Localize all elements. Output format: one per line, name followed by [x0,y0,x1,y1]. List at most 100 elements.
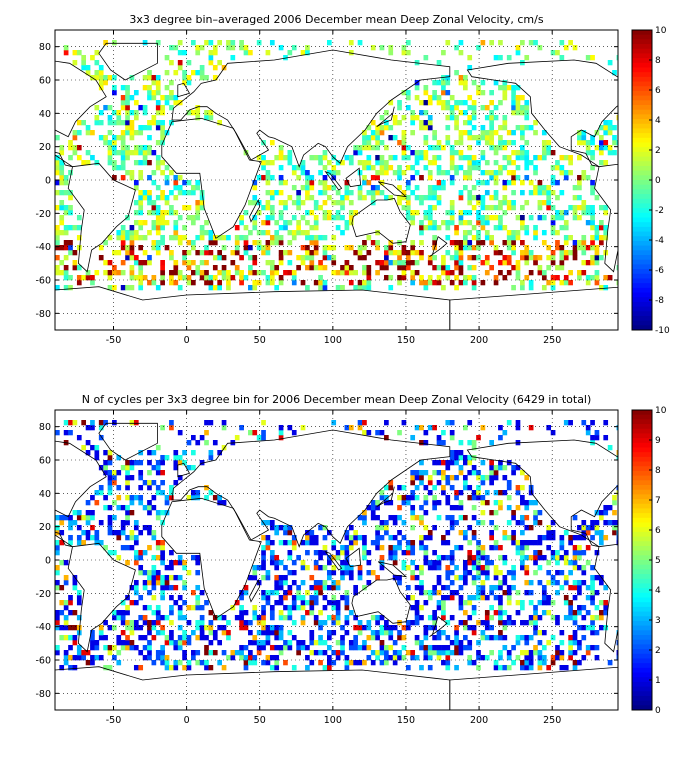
heatmap-cell [577,180,582,186]
heatmap-cell [423,485,429,491]
heatmap-cell [252,260,258,266]
heatmap-cell [186,205,192,211]
heatmap-cell [248,265,253,271]
heatmap-cell [432,220,437,226]
heatmap-cell [68,600,73,606]
heatmap-cell [533,255,538,261]
heatmap-cell [590,615,595,621]
heatmap-cell [449,505,455,511]
heatmap-cell [252,635,258,641]
heatmap-cell [520,660,525,666]
heatmap-cell [432,265,437,271]
heatmap-cell [458,545,464,551]
heatmap-cell [90,280,95,286]
heatmap-cell [432,505,437,511]
heatmap-cell [76,540,82,546]
heatmap-cell [498,620,503,626]
heatmap-cell [155,225,161,231]
heatmap-cell [559,665,565,671]
heatmap-cell [322,150,328,156]
heatmap-cell [265,250,271,256]
heatmap-cell [133,420,139,426]
heatmap-cell [563,575,569,581]
heatmap-cell [322,605,328,611]
heatmap-cell [585,205,591,211]
heatmap-cell [322,250,328,256]
heatmap-cell [112,285,117,291]
heatmap-cell [204,275,209,281]
heatmap-cell [379,535,385,541]
colorbar-segment [632,541,652,547]
heatmap-cell [577,245,582,251]
heatmap-cell [498,220,503,226]
heatmap-cell [423,90,429,96]
heatmap-cell [541,590,547,596]
heatmap-cell [340,560,345,566]
heatmap-cell [160,645,165,651]
heatmap-cell [164,615,170,621]
colorbar-segment [632,203,652,209]
heatmap-cell [616,650,618,656]
coastlines [55,42,618,330]
heatmap-cell [190,220,196,226]
heatmap-cell [471,275,477,281]
heatmap-cell [125,495,130,501]
heatmap-cell [524,540,530,546]
heatmap-cell [283,615,288,621]
heatmap-cell [462,625,468,631]
heatmap-cell [278,200,284,206]
heatmap-cell [462,280,468,286]
heatmap-cell [103,75,108,81]
colorbar-tick-label: 10 [655,406,667,416]
heatmap-cell [142,605,148,611]
heatmap-cell [397,120,402,126]
heatmap-cell [546,185,552,191]
heatmap-cell [353,615,359,621]
heatmap-cell [559,170,565,176]
heatmap-cell [160,190,165,196]
heatmap-cell [546,640,552,646]
heatmap-cell [182,80,187,86]
heatmap-cell [309,530,315,536]
heatmap-cell [309,635,315,641]
heatmap-cell [287,570,293,576]
heatmap-cell [133,645,139,651]
heatmap-cell [155,285,161,291]
colorbar-segment [632,95,652,101]
heatmap-cell [590,435,595,441]
heatmap-cell [489,215,495,221]
heatmap-cell [498,435,503,441]
coastline [376,486,395,508]
heatmap-cell [423,600,429,606]
heatmap-cell [568,540,573,546]
heatmap-cell [585,280,591,286]
heatmap-cell [476,520,481,526]
heatmap-cell [221,615,227,621]
heatmap-cell [313,205,319,211]
heatmap-cell [515,505,521,511]
heatmap-cell [414,95,420,101]
heatmap-cell [239,615,244,621]
heatmap-cell [511,175,516,181]
heatmap-cell [204,270,209,276]
heatmap-cell [581,135,587,141]
heatmap-cell [467,115,473,121]
heatmap-cell [476,470,481,476]
heatmap-cell [541,275,547,281]
heatmap-cell [462,515,468,521]
heatmap-cell [388,195,394,201]
colorbar-tick-label: 4 [655,586,661,596]
heatmap-cell [296,175,301,181]
heatmap-cell [524,515,530,521]
y-tick-label: -60 [35,656,51,667]
colorbar-tick-label: 2 [655,146,661,156]
heatmap-cell [322,595,328,601]
heatmap-cell [142,155,148,161]
heatmap-cell [581,635,587,641]
heatmap-cell [506,600,512,606]
heatmap-cell [313,200,319,206]
heatmap-cell [348,565,354,571]
heatmap-cell [147,605,152,611]
colorbar-segment [632,447,652,453]
heatmap-cell [129,75,135,81]
